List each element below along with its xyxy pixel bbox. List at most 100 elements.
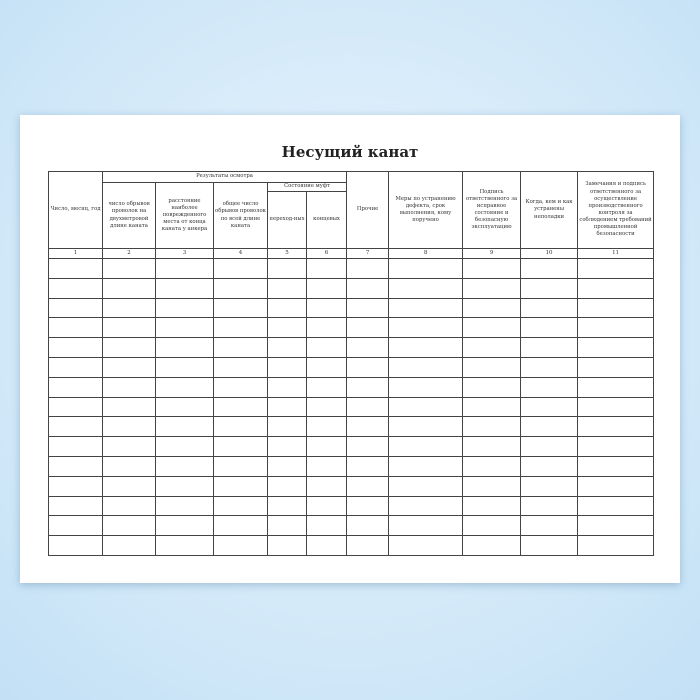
table-cell[interactable] xyxy=(305,515,348,537)
table-cell[interactable] xyxy=(388,436,464,457)
table-cell[interactable] xyxy=(462,436,522,457)
table-cell[interactable] xyxy=(305,396,348,418)
table-cell[interactable] xyxy=(388,515,464,537)
table-cell[interactable] xyxy=(577,535,655,556)
table-cell[interactable] xyxy=(155,356,214,378)
table-cell[interactable] xyxy=(520,337,579,358)
table-cell[interactable] xyxy=(155,515,214,537)
table-cell[interactable] xyxy=(213,475,268,497)
table-cell[interactable] xyxy=(48,258,103,279)
table-cell[interactable] xyxy=(213,356,268,378)
table-cell[interactable] xyxy=(155,297,214,319)
table-cell[interactable] xyxy=(102,535,156,556)
table-cell[interactable] xyxy=(577,317,655,339)
table-cell[interactable] xyxy=(213,277,268,299)
table-cell[interactable] xyxy=(346,515,390,537)
table-cell[interactable] xyxy=(577,436,655,457)
table-cell[interactable] xyxy=(213,495,268,517)
table-cell[interactable] xyxy=(577,396,655,418)
table-cell[interactable] xyxy=(267,495,307,517)
table-cell[interactable] xyxy=(267,535,307,556)
table-cell[interactable] xyxy=(155,416,214,438)
table-cell[interactable] xyxy=(520,436,579,457)
table-cell[interactable] xyxy=(346,376,390,398)
table-cell[interactable] xyxy=(462,317,522,339)
table-cell[interactable] xyxy=(520,396,579,418)
table-cell[interactable] xyxy=(462,535,522,556)
table-cell[interactable] xyxy=(577,455,655,477)
table-cell[interactable] xyxy=(267,356,307,378)
table-cell[interactable] xyxy=(48,535,103,556)
table-cell[interactable] xyxy=(388,396,464,418)
table-cell[interactable] xyxy=(346,535,390,556)
table-cell[interactable] xyxy=(305,535,348,556)
table-cell[interactable] xyxy=(102,297,156,319)
table-cell[interactable] xyxy=(520,277,579,299)
table-cell[interactable] xyxy=(577,356,655,378)
table-cell[interactable] xyxy=(102,376,156,398)
table-cell[interactable] xyxy=(305,416,348,438)
table-cell[interactable] xyxy=(48,376,103,398)
table-cell[interactable] xyxy=(102,317,156,339)
table-cell[interactable] xyxy=(346,436,390,457)
table-cell[interactable] xyxy=(213,258,268,279)
table-cell[interactable] xyxy=(305,356,348,378)
table-cell[interactable] xyxy=(388,475,464,497)
table-cell[interactable] xyxy=(102,258,156,279)
table-cell[interactable] xyxy=(346,416,390,438)
table-cell[interactable] xyxy=(462,337,522,358)
table-cell[interactable] xyxy=(305,277,348,299)
table-cell[interactable] xyxy=(305,337,348,358)
table-cell[interactable] xyxy=(213,376,268,398)
table-cell[interactable] xyxy=(462,396,522,418)
table-cell[interactable] xyxy=(155,495,214,517)
table-cell[interactable] xyxy=(346,297,390,319)
table-cell[interactable] xyxy=(520,317,579,339)
table-cell[interactable] xyxy=(48,317,103,339)
table-cell[interactable] xyxy=(346,317,390,339)
table-cell[interactable] xyxy=(155,436,214,457)
table-cell[interactable] xyxy=(213,317,268,339)
table-cell[interactable] xyxy=(520,515,579,537)
table-cell[interactable] xyxy=(462,475,522,497)
table-cell[interactable] xyxy=(213,396,268,418)
table-cell[interactable] xyxy=(102,356,156,378)
table-cell[interactable] xyxy=(462,258,522,279)
table-cell[interactable] xyxy=(48,495,103,517)
table-cell[interactable] xyxy=(577,475,655,497)
table-cell[interactable] xyxy=(388,337,464,358)
table-cell[interactable] xyxy=(48,475,103,497)
table-cell[interactable] xyxy=(267,416,307,438)
table-cell[interactable] xyxy=(155,376,214,398)
table-cell[interactable] xyxy=(577,297,655,319)
table-cell[interactable] xyxy=(462,515,522,537)
table-cell[interactable] xyxy=(520,416,579,438)
table-cell[interactable] xyxy=(577,258,655,279)
table-cell[interactable] xyxy=(462,376,522,398)
table-cell[interactable] xyxy=(305,475,348,497)
table-cell[interactable] xyxy=(155,337,214,358)
table-cell[interactable] xyxy=(346,277,390,299)
table-cell[interactable] xyxy=(102,337,156,358)
table-cell[interactable] xyxy=(462,356,522,378)
table-cell[interactable] xyxy=(520,258,579,279)
table-cell[interactable] xyxy=(102,277,156,299)
table-cell[interactable] xyxy=(102,475,156,497)
table-cell[interactable] xyxy=(102,396,156,418)
table-cell[interactable] xyxy=(577,337,655,358)
table-cell[interactable] xyxy=(155,258,214,279)
table-cell[interactable] xyxy=(520,455,579,477)
table-cell[interactable] xyxy=(520,475,579,497)
table-cell[interactable] xyxy=(462,277,522,299)
table-cell[interactable] xyxy=(577,495,655,517)
table-cell[interactable] xyxy=(388,416,464,438)
table-cell[interactable] xyxy=(346,356,390,378)
table-cell[interactable] xyxy=(267,277,307,299)
table-cell[interactable] xyxy=(305,258,348,279)
table-cell[interactable] xyxy=(102,495,156,517)
table-cell[interactable] xyxy=(102,455,156,477)
table-cell[interactable] xyxy=(388,535,464,556)
table-cell[interactable] xyxy=(577,515,655,537)
table-cell[interactable] xyxy=(305,297,348,319)
table-cell[interactable] xyxy=(213,535,268,556)
